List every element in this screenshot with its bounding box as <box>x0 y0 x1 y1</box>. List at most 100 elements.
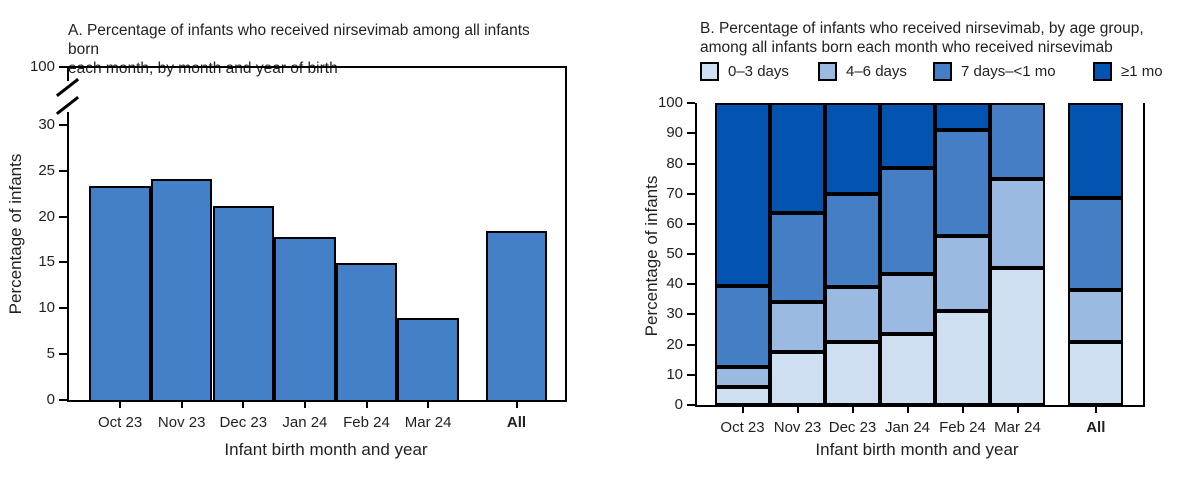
y-tick-label-20: 20 <box>38 207 55 225</box>
legend-swatch-icon <box>933 61 952 81</box>
panel-a-plot-area: 0 5 10 15 20 25 30 100 Oct 23 Nov 23 Dec 23 Jan 24 F… <box>30 59 567 431</box>
segment-Dec 23-≥1 mo <box>825 103 880 194</box>
y-tick-label-80: 80 <box>666 154 683 172</box>
y-tick-20 <box>687 343 695 346</box>
legend-item-4–6 days: 4–6 days <box>818 61 907 81</box>
segment-Oct 23-7 days–<1 mo <box>715 285 770 368</box>
x-tick-label-Oct 23: Oct 23 <box>720 419 765 436</box>
y-tick-label-100: 100 <box>29 58 55 75</box>
bar-Dec 23 <box>212 205 275 400</box>
panel-a-title-line1: A. Percentage of infants who received ni… <box>68 22 530 58</box>
y-tick-label-0: 0 <box>46 391 55 408</box>
segment-Mar 24-4–6 days <box>990 178 1045 268</box>
segment-Dec 23-7 days–<1 mo <box>825 193 880 288</box>
y-tick-label-30: 30 <box>666 305 683 323</box>
panel-b-title-line2: among all infants born each month who re… <box>700 39 1113 56</box>
panel-b-title: B. Percentage of infants who received ni… <box>700 19 1180 57</box>
segment-Feb 24-≥1 mo <box>935 103 990 131</box>
x-tick-label-Feb 24: Feb 24 <box>939 419 986 436</box>
panel-b-plot-area: 0 10 20 30 40 50 60 70 80 90 100 Oct 23 Nov 23 Dec 23… <box>658 95 1145 436</box>
y-tick-label-60: 60 <box>666 214 683 232</box>
segment-Dec 23-0–3 days <box>825 341 880 405</box>
x-tick-Dec 23 <box>851 405 854 413</box>
y-tick-50 <box>687 253 695 256</box>
segment-Dec 23-4–6 days <box>825 287 880 342</box>
axis-break-gap <box>65 81 73 112</box>
x-tick-Mar 24 <box>1016 405 1019 413</box>
segment-Jan 24-7 days–<1 mo <box>880 168 935 274</box>
y-tick-label-10: 10 <box>38 299 55 317</box>
x-tick-Mar 24 <box>427 400 430 408</box>
x-tick-label-All: All <box>506 414 527 431</box>
y-tick-70 <box>687 192 695 195</box>
segment-Nov 23-≥1 mo <box>770 103 825 214</box>
legend-label: ≥1 mo <box>1121 62 1163 80</box>
segment-Mar 24-0–3 days <box>990 267 1045 405</box>
y-tick-label-30: 30 <box>38 115 55 133</box>
x-tick-label-Jan 24: Jan 24 <box>884 419 931 436</box>
legend-label: 7 days–<1 mo <box>961 62 1056 80</box>
segment-Oct 23-≥1 mo <box>715 103 770 286</box>
y-tick-0 <box>687 404 695 406</box>
bar-Feb 24 <box>335 262 398 400</box>
x-tick-label-Oct 23: Oct 23 <box>98 414 143 431</box>
segment-All-≥1 mo <box>1068 103 1124 199</box>
legend-label: 0–3 days <box>728 62 789 80</box>
x-tick-Jan 24 <box>906 405 909 413</box>
y-tick-label-90: 90 <box>666 124 683 142</box>
x-tick-All <box>1094 405 1097 413</box>
segment-Feb 24-7 days–<1 mo <box>935 130 990 237</box>
y-tick-label-100: 100 <box>657 94 683 112</box>
x-tick-Oct 23 <box>741 405 744 413</box>
bar-Mar 24 <box>397 318 459 400</box>
y-tick-10 <box>59 307 67 310</box>
y-tick-5 <box>59 353 67 356</box>
x-tick-label-All: All <box>1086 419 1106 436</box>
y-tick-100 <box>687 102 695 105</box>
panel-b-x-axis-label: Infant birth month and year <box>815 440 1019 459</box>
legend-swatch-icon <box>1093 61 1112 81</box>
y-tick-label-15: 15 <box>38 253 55 271</box>
segment-All-7 days–<1 mo <box>1068 198 1124 291</box>
segment-Oct 23-4–6 days <box>715 367 770 387</box>
x-tick-All <box>515 400 518 408</box>
segment-Nov 23-4–6 days <box>770 302 825 352</box>
segment-Feb 24-4–6 days <box>935 236 990 312</box>
x-tick-Nov 23 <box>180 400 183 408</box>
y-tick-label-10: 10 <box>666 365 683 383</box>
x-tick-label-Nov 23: Nov 23 <box>773 419 822 436</box>
y-tick-label-0: 0 <box>674 396 683 413</box>
segment-All-4–6 days <box>1068 290 1124 342</box>
y-tick-15 <box>59 261 67 264</box>
x-tick-label-Jan 24: Jan 24 <box>282 414 328 431</box>
y-tick-label-20: 20 <box>666 335 683 353</box>
y-tick-0 <box>59 399 67 401</box>
y-tick-60 <box>687 222 695 225</box>
x-tick-Oct 23 <box>119 400 122 408</box>
y-tick-label-70: 70 <box>666 184 683 202</box>
x-tick-Dec 23 <box>242 400 245 408</box>
panel-a-title: A. Percentage of infants who received ni… <box>68 21 558 78</box>
y-tick-80 <box>687 162 695 165</box>
x-tick-Feb 24 <box>365 400 368 408</box>
bar-Nov 23 <box>150 179 213 400</box>
y-tick-90 <box>687 132 695 135</box>
x-tick-label-Dec 23: Dec 23 <box>219 414 268 431</box>
y-tick-label-50: 50 <box>666 245 683 263</box>
x-tick-label-Mar 24: Mar 24 <box>994 419 1041 436</box>
y-tick-25 <box>59 169 67 172</box>
y-tick-10 <box>687 373 695 376</box>
y-tick-40 <box>687 283 695 286</box>
segment-Jan 24-≥1 mo <box>880 103 935 169</box>
bar-Jan 24 <box>274 236 336 400</box>
x-tick-Jan 24 <box>303 400 306 408</box>
segment-Jan 24-0–3 days <box>880 334 935 405</box>
segment-Nov 23-0–3 days <box>770 351 825 405</box>
y-tick-30 <box>59 123 67 126</box>
legend-swatch-icon <box>700 61 719 81</box>
legend-label: 4–6 days <box>846 62 907 80</box>
x-tick-label-Nov 23: Nov 23 <box>157 414 206 431</box>
segment-Mar 24-7 days–<1 mo <box>990 103 1045 179</box>
y-tick-label-5: 5 <box>46 345 55 363</box>
